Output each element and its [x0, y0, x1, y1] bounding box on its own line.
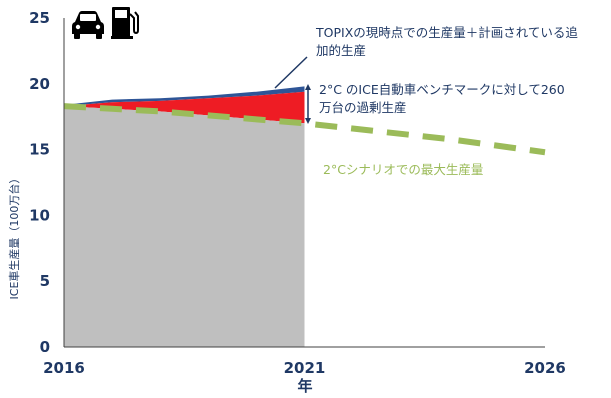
excess-bracket-arrow-top	[305, 84, 311, 90]
x-axis-title: 年	[297, 377, 312, 395]
excess-annotation-line2: 万台の過剰生産	[319, 100, 407, 115]
y-tick-labels: 0 5 10 15 20 25	[29, 9, 50, 356]
y-tick-label: 25	[29, 9, 50, 27]
scenario-production-area	[64, 106, 305, 347]
scenario-dashed-line	[63, 103, 546, 156]
excess-annotation-line1: 2°C のICE自動車ベンチマークに対して260	[319, 82, 565, 97]
y-tick-label: 15	[29, 141, 50, 159]
topix-pointer-line	[274, 56, 308, 89]
car-icon	[72, 11, 104, 39]
x-tick-labels: 2016 2021 2026	[43, 359, 566, 377]
topix-annotation-line1: TOPIXの現時点での生産量＋計画されている追	[315, 25, 578, 40]
y-axis-title: ICE車生産量（100万台）	[7, 173, 21, 300]
topix-planned-area	[64, 86, 305, 107]
y-tick-label: 5	[40, 272, 50, 290]
fuel-pump-icon	[111, 7, 139, 39]
topix-annotation-line2: 加的生産	[316, 43, 366, 58]
y-tick-label: 20	[29, 75, 50, 93]
excess-bracket-arrow-bottom	[305, 118, 311, 124]
x-tick-label: 2016	[43, 359, 85, 377]
x-tick-label: 2026	[524, 359, 566, 377]
scenario-annotation: 2°Cシナリオでの最大生産量	[323, 162, 483, 177]
y-tick-label: 10	[29, 206, 50, 224]
y-tick-label: 0	[40, 338, 50, 356]
x-tick-label: 2021	[284, 359, 326, 377]
